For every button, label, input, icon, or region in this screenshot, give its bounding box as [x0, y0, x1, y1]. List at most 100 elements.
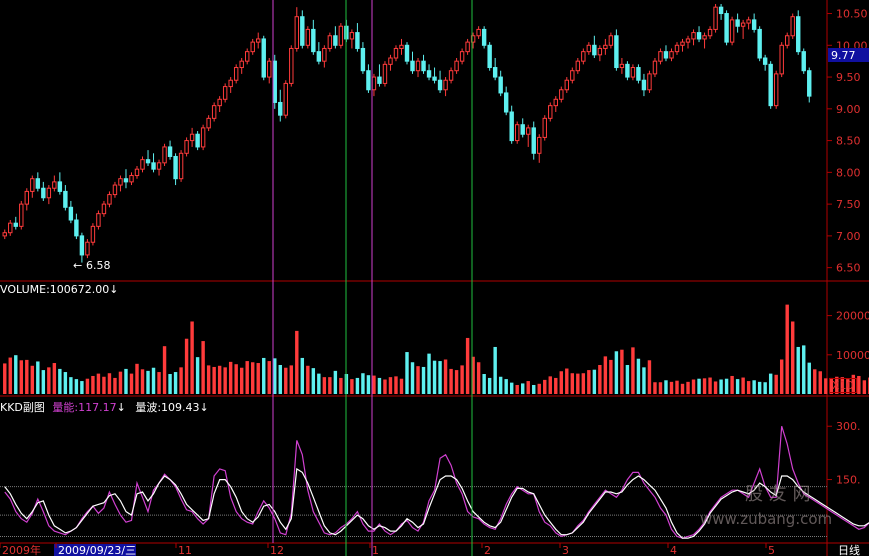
kd-series1-arrow-icon: ↓ [116, 401, 126, 414]
candle [663, 45, 669, 62]
volume-bar [796, 346, 800, 394]
candle [487, 42, 492, 71]
volume-bar [421, 366, 426, 394]
candle [250, 38, 255, 55]
candle [537, 134, 542, 163]
volume-bar [190, 321, 194, 394]
candle [13, 216, 18, 230]
candle-body [481, 28, 487, 46]
candle [740, 19, 746, 39]
volume-bar [217, 365, 222, 394]
candle-body [228, 79, 233, 88]
volume-bar [862, 380, 867, 394]
candle-body [503, 92, 509, 113]
volume-bar [779, 359, 784, 394]
volume-bar [647, 360, 652, 394]
candle [311, 19, 316, 55]
volume-bar [598, 364, 602, 394]
candle-body [669, 51, 674, 59]
volume-bar [322, 377, 327, 394]
candle-body [57, 181, 63, 192]
candle [35, 172, 41, 192]
candle [801, 48, 806, 74]
volume-bar [785, 304, 789, 394]
candle [702, 32, 707, 49]
candle [211, 102, 217, 122]
candle [272, 54, 277, 109]
volume-tick-label: 20000 [836, 310, 869, 323]
volume-bar [129, 373, 134, 394]
volume-bar [554, 377, 558, 394]
candle [619, 58, 625, 74]
volume-bar [631, 347, 635, 394]
volume-title-text: VOLUME:100672.00 [0, 283, 110, 296]
candle [327, 32, 333, 52]
candle [773, 70, 779, 109]
candle-body [360, 47, 366, 72]
candle [443, 77, 448, 97]
volume-bar [791, 321, 795, 394]
cursor-date-label: 2009/09/23/三 [58, 544, 136, 556]
volume-bar [460, 365, 464, 394]
candle [79, 232, 85, 263]
candle-body [680, 41, 685, 46]
candle [796, 10, 801, 55]
candle [24, 188, 30, 211]
volume-bar [697, 378, 701, 394]
candle-body [586, 44, 592, 53]
price-tag-text: 9.77 [831, 49, 856, 62]
volume-bar [388, 377, 393, 394]
candle-body [498, 76, 503, 94]
volume-bar [802, 345, 806, 394]
volume-bar [746, 381, 751, 394]
candle-body [256, 38, 261, 43]
candle [2, 229, 7, 240]
volume-bar [565, 368, 569, 394]
volume-bar [267, 361, 271, 394]
candle [68, 200, 74, 224]
candle [426, 64, 432, 81]
volume-bar [493, 346, 497, 394]
candle-body [371, 76, 377, 91]
candle [19, 200, 24, 230]
candle [553, 96, 558, 112]
volume-bar [708, 377, 712, 394]
x-tick-label: 12 [270, 544, 284, 556]
candle-body [762, 57, 768, 65]
volume-bar [443, 359, 448, 394]
volume-bar [118, 371, 123, 394]
candle-body [30, 178, 35, 192]
candle [790, 13, 795, 39]
candle [162, 143, 167, 166]
volume-bar [846, 379, 850, 394]
candle [41, 181, 46, 201]
volume-bar [8, 357, 12, 394]
candle-body [619, 63, 625, 69]
candle-body [740, 22, 746, 27]
candle [371, 73, 377, 97]
candle [459, 48, 465, 65]
kd-lines [4, 426, 869, 539]
volume-bar [592, 369, 597, 394]
volume-bar [52, 363, 57, 394]
candle-body [206, 117, 211, 129]
volume-bar [262, 357, 266, 394]
candle-body [454, 60, 459, 72]
candle [233, 64, 239, 84]
x-tick-label: 3 [562, 544, 569, 556]
candle-body [134, 168, 140, 177]
volume-bar [713, 381, 718, 394]
candle [222, 83, 228, 103]
candle [768, 61, 773, 109]
candle-body [718, 6, 724, 15]
candle [388, 54, 393, 71]
low-value: 6.58 [86, 259, 111, 272]
candle-body [597, 47, 603, 56]
candle-body [85, 241, 90, 256]
volume-bar [41, 370, 46, 394]
candle-body [399, 44, 404, 49]
candle-body [145, 159, 151, 164]
x-tick-label: 2 [484, 544, 491, 556]
